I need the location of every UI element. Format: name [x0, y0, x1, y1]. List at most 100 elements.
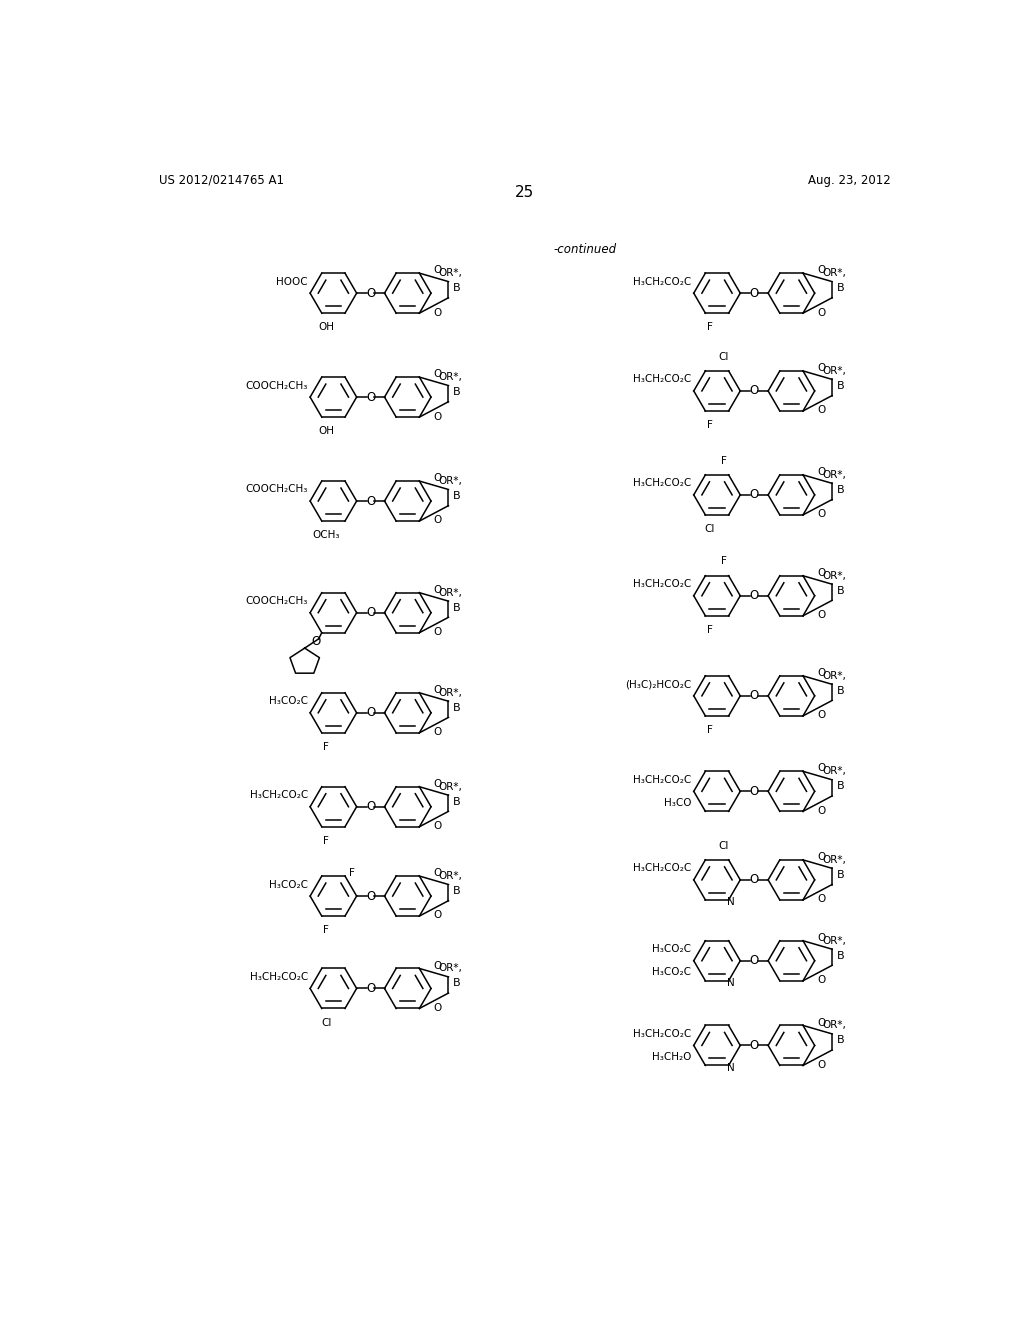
Text: O: O	[434, 1003, 442, 1012]
Text: B: B	[453, 284, 461, 293]
Text: OR*,: OR*,	[822, 936, 847, 945]
Text: B: B	[453, 491, 461, 502]
Text: OR*,: OR*,	[822, 767, 847, 776]
Text: O: O	[817, 405, 825, 416]
Text: B: B	[837, 781, 845, 791]
Text: O: O	[817, 610, 825, 620]
Text: 25: 25	[515, 185, 535, 201]
Text: OR*,: OR*,	[439, 477, 463, 486]
Text: OH: OH	[318, 426, 335, 437]
Text: O: O	[434, 685, 442, 694]
Text: O: O	[434, 727, 442, 738]
Text: O: O	[434, 821, 442, 832]
Text: Cl: Cl	[719, 841, 729, 850]
Text: O: O	[434, 911, 442, 920]
Text: B: B	[837, 686, 845, 696]
Text: O: O	[817, 851, 825, 862]
Text: HOOC: HOOC	[276, 277, 308, 286]
Text: O: O	[817, 763, 825, 774]
Text: N: N	[727, 978, 735, 989]
Text: F: F	[721, 557, 727, 566]
Text: B: B	[837, 484, 845, 495]
Text: H₃CH₂CO₂C: H₃CH₂CO₂C	[250, 791, 308, 800]
Text: H₃CH₂CO₂C: H₃CH₂CO₂C	[250, 972, 308, 982]
Text: O: O	[434, 265, 442, 276]
Text: O: O	[750, 954, 759, 968]
Text: O: O	[750, 874, 759, 887]
Text: US 2012/0214765 A1: US 2012/0214765 A1	[159, 174, 284, 187]
Text: OR*,: OR*,	[822, 855, 847, 865]
Text: O: O	[434, 412, 442, 421]
Text: OH: OH	[318, 322, 335, 333]
Text: O: O	[817, 1018, 825, 1027]
Text: O: O	[817, 265, 825, 276]
Text: B: B	[837, 1035, 845, 1045]
Text: OR*,: OR*,	[439, 372, 463, 381]
Text: O: O	[750, 689, 759, 702]
Text: H₃CH₂CO₂C: H₃CH₂CO₂C	[633, 579, 691, 589]
Text: F: F	[708, 322, 713, 333]
Text: O: O	[366, 890, 375, 903]
Text: (H₃C)₂HCO₂C: (H₃C)₂HCO₂C	[626, 680, 691, 689]
Text: F: F	[708, 725, 713, 735]
Text: COOCH₂CH₃: COOCH₂CH₃	[246, 380, 308, 391]
Text: F: F	[708, 420, 713, 430]
Text: O: O	[750, 1039, 759, 1052]
Text: OR*,: OR*,	[439, 268, 463, 279]
Text: -continued: -continued	[554, 243, 616, 256]
Text: B: B	[453, 978, 461, 989]
Text: B: B	[837, 284, 845, 293]
Text: B: B	[837, 870, 845, 880]
Text: O: O	[817, 467, 825, 477]
Text: OR*,: OR*,	[439, 871, 463, 880]
Text: O: O	[366, 286, 375, 300]
Text: H₃CO₂C: H₃CO₂C	[268, 879, 308, 890]
Text: F: F	[721, 455, 727, 466]
Text: B: B	[837, 381, 845, 391]
Text: N: N	[727, 898, 735, 907]
Text: H₃CH₂CO₂C: H₃CH₂CO₂C	[633, 863, 691, 874]
Text: O: O	[434, 961, 442, 970]
Text: H₃CH₂CO₂C: H₃CH₂CO₂C	[633, 375, 691, 384]
Text: COOCH₂CH₃: COOCH₂CH₃	[246, 484, 308, 495]
Text: O: O	[817, 933, 825, 942]
Text: B: B	[453, 702, 461, 713]
Text: O: O	[434, 473, 442, 483]
Text: Cl: Cl	[322, 1018, 332, 1028]
Text: B: B	[837, 950, 845, 961]
Text: O: O	[817, 805, 825, 816]
Text: H₃CH₂CO₂C: H₃CH₂CO₂C	[633, 277, 691, 286]
Text: O: O	[817, 975, 825, 985]
Text: O: O	[750, 589, 759, 602]
Text: B: B	[453, 886, 461, 896]
Text: O: O	[817, 710, 825, 721]
Text: H₃CO₂C: H₃CO₂C	[652, 944, 691, 954]
Text: OR*,: OR*,	[439, 587, 463, 598]
Text: H₃CO: H₃CO	[664, 797, 691, 808]
Text: F: F	[324, 742, 330, 752]
Text: O: O	[817, 308, 825, 318]
Text: F: F	[708, 626, 713, 635]
Text: O: O	[434, 308, 442, 318]
Text: Aug. 23, 2012: Aug. 23, 2012	[808, 174, 891, 187]
Text: O: O	[366, 706, 375, 719]
Text: COOCH₂CH₃: COOCH₂CH₃	[246, 597, 308, 606]
Text: O: O	[750, 384, 759, 397]
Text: OR*,: OR*,	[822, 470, 847, 480]
Text: H₃CO₂C: H₃CO₂C	[652, 968, 691, 977]
Text: OR*,: OR*,	[439, 688, 463, 698]
Text: O: O	[366, 391, 375, 404]
Text: Cl: Cl	[719, 351, 729, 362]
Text: O: O	[434, 779, 442, 789]
Text: Cl: Cl	[705, 524, 715, 535]
Text: B: B	[837, 586, 845, 595]
Text: OR*,: OR*,	[439, 964, 463, 973]
Text: H₃CH₂CO₂C: H₃CH₂CO₂C	[633, 775, 691, 785]
Text: O: O	[817, 363, 825, 374]
Text: F: F	[324, 925, 330, 936]
Text: O: O	[434, 627, 442, 638]
Text: OR*,: OR*,	[439, 781, 463, 792]
Text: O: O	[817, 895, 825, 904]
Text: OR*,: OR*,	[822, 268, 847, 279]
Text: O: O	[366, 606, 375, 619]
